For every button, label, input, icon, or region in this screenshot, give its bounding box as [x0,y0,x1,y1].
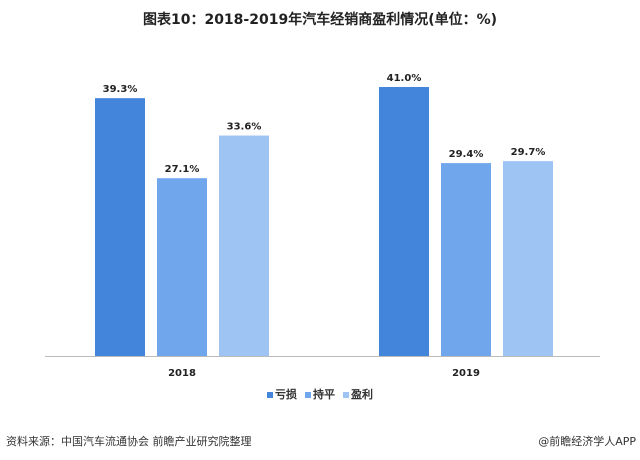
x-tick-label: 2018 [168,368,196,379]
legend-swatch [267,392,273,398]
bar [219,135,269,356]
bar [503,161,553,356]
bar [95,98,145,356]
legend-label: 亏损 [275,388,297,401]
legend-item: 亏损 [267,386,297,402]
legend-swatch [343,392,349,398]
credit-note: @前瞻经济学人APP [538,435,636,448]
data-label: 27.1% [165,164,200,175]
data-label: 29.4% [449,149,484,160]
legend-label: 盈利 [351,388,373,401]
data-label: 29.7% [511,147,546,158]
bar [379,87,429,356]
source-note: 资料来源：中国汽车流通协会 前瞻产业研究院整理 [6,435,252,448]
data-label: 33.6% [227,122,262,133]
legend-item: 持平 [305,386,335,402]
chart-title: 图表10：2018-2019年汽车经销商盈利情况(单位：%) [142,12,498,28]
bar [441,163,491,356]
data-label: 41.0% [387,73,422,84]
legend-label: 持平 [313,388,335,401]
legend-swatch [305,392,311,398]
legend: 亏损 持平 盈利 [0,386,640,402]
legend-item: 盈利 [343,386,373,402]
bar [157,178,207,356]
x-tick-label: 2019 [452,368,480,379]
data-label: 39.3% [103,84,138,95]
